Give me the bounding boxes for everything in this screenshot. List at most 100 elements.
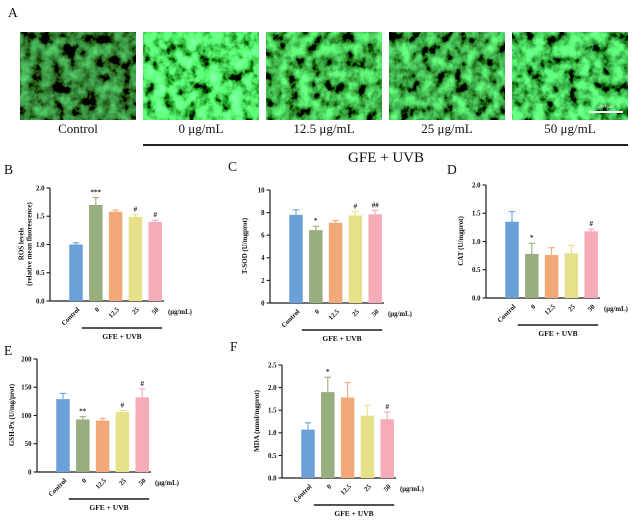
y-tick-label: 1.5 [36, 214, 45, 221]
image-condition-label: 12.5 μg/mL [293, 121, 355, 136]
bar-25 [128, 216, 143, 301]
y-tick-label: 4 [261, 255, 265, 262]
x-unit-label: (μg/mL) [155, 480, 179, 487]
y-tick-label: 0 [261, 300, 265, 307]
y-axis-title: CAT (U/mgprot) [457, 216, 465, 266]
significance-annotation: # [140, 380, 144, 388]
x-tick-label: 12.5 [95, 477, 109, 491]
image-condition-label: 25 μg/mL [421, 121, 473, 136]
y-tick-label: 2.5 [268, 362, 277, 369]
x-tick-label: 50 [151, 306, 161, 316]
y-axis-title: (relative mean fluorescence) [26, 201, 34, 285]
y-tick-label: 200 [21, 356, 32, 363]
chart-t-sod: 0 2 4 6 8 10 T-SOD (U/mgprot) Control * 0 12.5 #25 #… [241, 187, 412, 343]
image-condition-label: 0 μg/mL [178, 121, 224, 136]
bar-50 [380, 419, 394, 478]
x-unit-label: (μg/mL) [388, 311, 412, 318]
x-tick-label: 12.5 [340, 483, 354, 497]
fluorescence-image [20, 32, 136, 120]
x-unit-label: (μg/mL) [604, 306, 628, 313]
bar-12.5 [340, 397, 355, 478]
significance-annotation: * [530, 234, 534, 242]
bar-12.5 [544, 255, 559, 298]
bar-12.5 [95, 420, 110, 472]
bar-0 [89, 204, 103, 301]
panel-label-f: F [230, 339, 238, 354]
y-tick-label: 10 [258, 187, 265, 194]
group-bracket-label: GFE + UVB [89, 503, 128, 512]
x-tick-label: Control [293, 483, 314, 504]
fluorescence-image [143, 32, 259, 120]
significance-annotation: # [121, 401, 125, 409]
y-tick-label: 0.0 [268, 475, 277, 482]
significance-annotation: *** [91, 189, 102, 197]
y-tick-label: 0.5 [472, 267, 481, 274]
group-bracket-label: GFE + UVB [322, 334, 361, 343]
x-tick-label: Control [281, 308, 302, 329]
y-tick-label: 8 [261, 210, 265, 217]
x-tick-label: 0 [81, 477, 89, 485]
x-tick-label: 0 [326, 483, 334, 491]
panel-a-group-label: GFE + UVB [348, 150, 424, 166]
bar-Control [56, 399, 70, 472]
image-condition-label: 50 μg/mL [544, 121, 596, 136]
x-tick-label: 25 [351, 308, 361, 318]
y-tick-label: 2 [261, 278, 265, 285]
y-tick-label: 150 [21, 385, 32, 392]
x-tick-label: 25 [118, 477, 128, 487]
x-tick-label: 25 [363, 483, 373, 493]
y-tick-label: 0.0 [472, 295, 481, 302]
scale-bar: 200 μm [589, 105, 623, 113]
y-tick-label: 0.5 [268, 453, 277, 460]
bar-0 [321, 392, 335, 478]
bar-25 [564, 253, 579, 298]
x-tick-label: Control [497, 303, 518, 324]
y-axis-title: GSH-Px (U/mg/prot) [8, 383, 16, 446]
scale-bar-label: 200 μm [598, 105, 614, 110]
y-tick-label: 6 [261, 233, 265, 240]
x-tick-label: 25 [567, 303, 577, 313]
bar-25 [115, 412, 130, 472]
y-tick-label: 2.0 [268, 385, 277, 392]
bar-50 [148, 221, 162, 301]
bar-50 [135, 397, 149, 472]
panel-label-d: D [447, 162, 457, 177]
bar-0 [76, 419, 90, 472]
bar-Control [69, 244, 83, 301]
x-tick-label: 50 [587, 303, 597, 313]
x-unit-label: (μg/mL) [168, 309, 192, 316]
y-tick-label: 0.5 [36, 270, 45, 277]
panel-a-image-labels: Control 0 μg/mL 12.5 μg/mL 25 μg/mL 50 μg/mL [20, 121, 628, 137]
chart-gsh-px: 0 50 100 150 200 GSH-Px (U/mg/prot) Control ** 0… [8, 356, 179, 512]
bar-25 [348, 215, 363, 303]
bar-12.5 [328, 222, 343, 303]
significance-annotation: # [153, 211, 157, 219]
bar-0 [309, 230, 323, 303]
chart-mda: 0.0 0.5 1.0 1.5 2.0 2.5 MDA (nmol/mgprot) Contr… [253, 362, 424, 518]
y-tick-label: 1.0 [472, 239, 481, 246]
panel-label-e: E [4, 343, 13, 358]
y-tick-label: 0 [28, 469, 32, 476]
panel-label-b: B [4, 162, 14, 177]
chart-ros-levels: 0.0 0.5 1.0 1.5 2.0 ROS levels (relative mean … [18, 185, 192, 341]
x-tick-label: 12.5 [108, 306, 122, 320]
panel-label-c: C [228, 159, 238, 174]
bar-50 [584, 231, 598, 298]
fluorescence-image: 200 μm [512, 32, 628, 120]
group-bracket-label: GFE + UVB [102, 332, 141, 341]
x-tick-label: 0 [94, 306, 102, 314]
bar-50 [368, 214, 382, 303]
y-tick-label: 1.0 [36, 242, 45, 249]
group-bracket-label: GFE + UVB [538, 329, 577, 338]
significance-annotation: # [589, 220, 593, 228]
x-tick-label: 12.5 [544, 303, 558, 317]
image-condition-label: Control [58, 121, 98, 136]
fluorescence-image [266, 32, 382, 120]
panel-a-images: 200 μm [20, 32, 628, 120]
significance-annotation: ## [372, 201, 380, 209]
y-tick-label: 1.0 [268, 430, 277, 437]
x-tick-label: 0 [314, 308, 322, 316]
x-tick-label: 25 [131, 306, 141, 316]
significance-annotation: # [385, 403, 389, 411]
